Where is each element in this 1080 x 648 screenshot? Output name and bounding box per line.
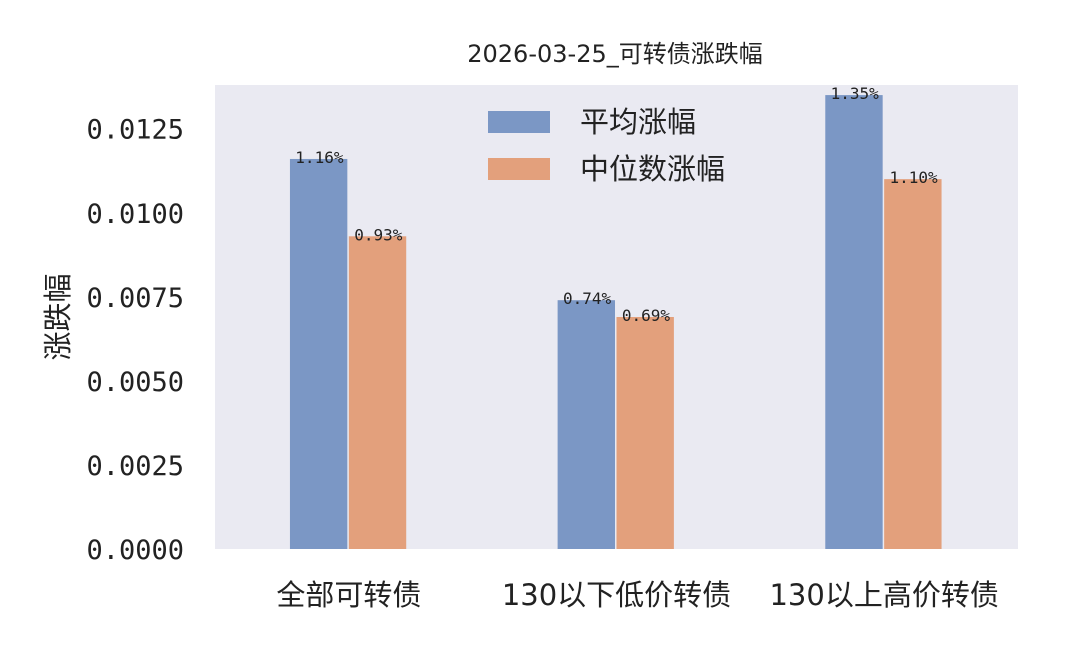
legend-label-mean: 平均涨幅	[580, 105, 696, 139]
y-tick-label: 0.0125	[86, 115, 184, 146]
chart-title: 2026-03-25_可转债涨跌幅	[467, 40, 762, 68]
legend-swatch-mean	[488, 111, 550, 133]
data-label-mean-0: 1.16%	[295, 148, 344, 167]
bar-median-1	[616, 317, 674, 549]
bar-mean-1	[557, 300, 615, 549]
y-axis-ticks: 0.0000 0.0025 0.0050 0.0075 0.0100 0.0125	[86, 115, 184, 566]
bar-median-0	[348, 236, 407, 549]
x-axis-ticks: 全部可转债 130以下低价转债 130以上高价转债	[276, 578, 999, 612]
y-tick-label: 0.0025	[86, 451, 184, 482]
data-label-mean-1: 0.74%	[563, 289, 612, 308]
x-tick-label: 130以下低价转债	[502, 578, 731, 612]
y-axis-label: 涨跌幅	[41, 273, 75, 360]
data-label-median-2: 1.10%	[890, 168, 939, 187]
legend-swatch-median	[488, 158, 550, 180]
bar-mean-0	[289, 158, 348, 549]
y-tick-label: 0.0100	[86, 199, 184, 230]
data-label-median-1: 0.69%	[622, 306, 671, 325]
y-tick-label: 0.0050	[86, 367, 184, 398]
x-tick-label: 130以上高价转债	[769, 578, 998, 612]
bar-median-2	[884, 179, 942, 549]
y-tick-label: 0.0075	[86, 283, 184, 314]
y-tick-label: 0.0000	[86, 535, 184, 566]
x-tick-label: 全部可转债	[276, 578, 421, 612]
legend-label-median: 中位数涨幅	[580, 152, 725, 186]
bars-group: 1.16% 0.74% 1.35% 0.93% 0.69% 1.10%	[289, 84, 942, 549]
data-label-median-0: 0.93%	[354, 225, 403, 244]
bar-mean-2	[825, 95, 883, 549]
data-label-mean-2: 1.35%	[831, 84, 880, 103]
